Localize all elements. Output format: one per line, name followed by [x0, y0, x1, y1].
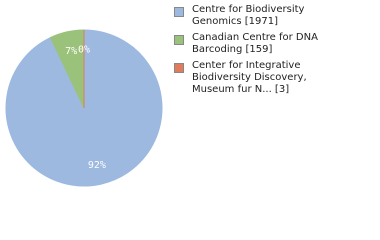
pie-chart: 92% 7% 0%: [5, 29, 163, 187]
legend-item: Centre for Biodiversity Genomics [1971]: [174, 4, 322, 28]
legend-label: Center for Integrative Biodiversity Disc…: [192, 60, 307, 95]
slice-label: 92%: [88, 160, 106, 171]
legend-label: Centre for Biodiversity Genomics [1971]: [192, 4, 305, 27]
legend-item: Canadian Centre for DNA Barcoding [159]: [174, 32, 322, 56]
legend: Centre for Biodiversity Genomics [1971] C…: [174, 4, 374, 100]
slice-label: 0%: [78, 45, 90, 56]
slice-label: 7%: [65, 46, 77, 57]
legend-swatch: [174, 35, 184, 45]
legend-label: Canadian Centre for DNA Barcoding [159]: [192, 32, 318, 55]
legend-swatch: [174, 7, 184, 17]
legend-swatch: [174, 63, 184, 73]
legend-item: Center for Integrative Biodiversity Disc…: [174, 60, 322, 96]
